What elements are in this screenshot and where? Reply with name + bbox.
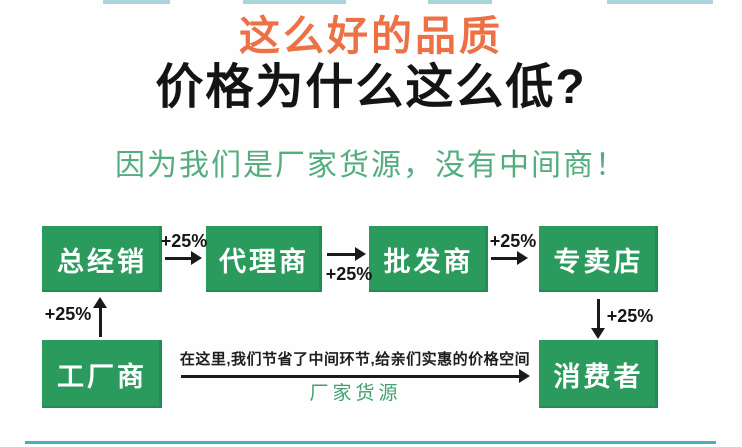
arrow-right-icon [327,246,366,262]
arrow-right-icon [165,250,202,266]
node-general-distributor: 总经销 [42,226,162,292]
arrow-shaft [181,374,521,378]
increment-label: +25% [606,306,654,326]
increment-label: +25% [489,231,537,251]
bottom-accent-line [25,441,716,444]
increment-label: +25% [160,231,208,251]
arrow-shaft [491,256,519,260]
increment-label: +25% [44,304,92,324]
arrow-head [517,251,528,265]
arrow-shaft [327,252,357,256]
node-consumer: 消费者 [539,340,658,408]
arrow-down-icon [590,299,606,339]
arrow-head [591,328,605,339]
top-accent-dash [607,0,713,4]
arrow-shaft [165,256,193,260]
headline-quality: 这么好的品质 [239,13,503,59]
top-accent-dash [103,0,170,4]
arrow-shaft [98,306,102,337]
arrow-head [93,297,107,308]
node-agent: 代理商 [206,226,322,292]
subheadline-factory-source: 因为我们是厂家货源，没有中间商！ [115,149,627,182]
arrow-long-right-icon [181,368,530,384]
factory-source-caption: 厂家货源 [309,383,402,404]
node-retail-store: 专卖店 [539,226,658,292]
headline-price-question: 价格为什么这么低? [155,61,587,114]
arrow-right-icon [491,250,528,266]
arrow-head [191,251,202,265]
increment-label: +25% [325,264,373,284]
top-accent-dash [428,0,492,4]
node-factory: 工厂商 [42,340,162,408]
top-accent-dash [243,0,346,4]
arrow-shaft [596,299,600,330]
arrow-up-icon [92,297,108,337]
arrow-head [519,369,530,383]
savings-note: 在这里,我们节省了中间环节,给亲们实惠的价格空间 [179,351,531,368]
arrow-head [355,247,366,261]
node-wholesaler: 批发商 [369,226,488,292]
